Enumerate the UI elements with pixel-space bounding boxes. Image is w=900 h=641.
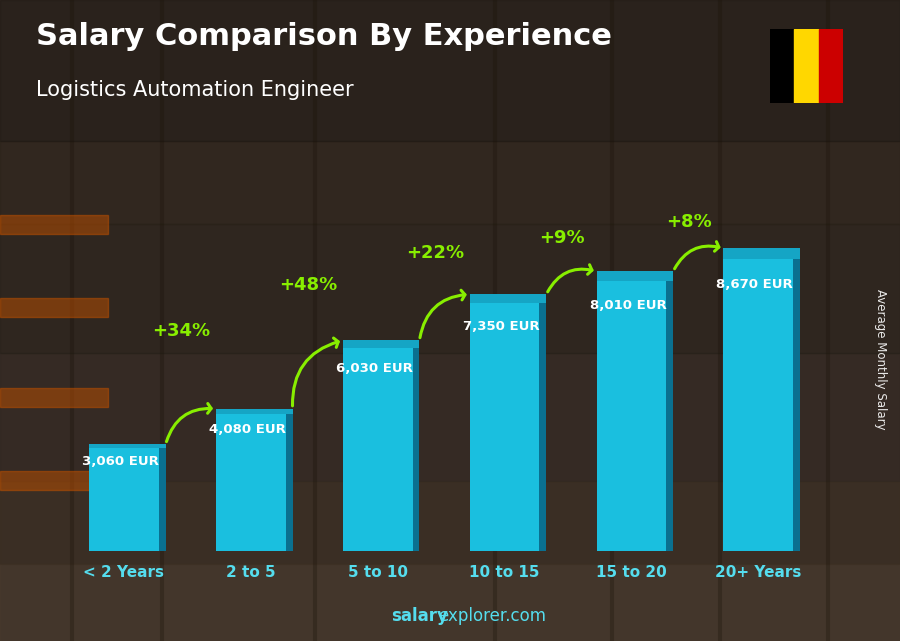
Bar bbox=[794, 29, 819, 103]
Bar bbox=[0, 353, 900, 481]
Text: 8,010 EUR: 8,010 EUR bbox=[590, 299, 666, 312]
Text: +22%: +22% bbox=[406, 244, 464, 262]
Text: 4,080 EUR: 4,080 EUR bbox=[209, 423, 285, 436]
Bar bbox=[539, 301, 546, 551]
Text: +34%: +34% bbox=[152, 322, 210, 340]
Text: +8%: +8% bbox=[666, 213, 711, 231]
Bar bbox=[597, 271, 673, 281]
Text: Average Monthly Salary: Average Monthly Salary bbox=[874, 288, 886, 429]
Bar bbox=[470, 294, 539, 551]
Bar bbox=[0, 388, 108, 407]
Bar bbox=[724, 248, 793, 551]
Bar bbox=[0, 215, 108, 234]
Text: +9%: +9% bbox=[539, 229, 584, 247]
Bar bbox=[89, 444, 166, 448]
Text: 3,060 EUR: 3,060 EUR bbox=[82, 455, 158, 468]
Bar bbox=[343, 340, 412, 551]
Bar bbox=[0, 471, 108, 490]
Text: +48%: +48% bbox=[279, 276, 337, 294]
Text: 6,030 EUR: 6,030 EUR bbox=[336, 362, 412, 374]
Bar bbox=[0, 141, 900, 224]
Text: 7,350 EUR: 7,350 EUR bbox=[463, 320, 539, 333]
Bar bbox=[666, 278, 673, 551]
Text: salary: salary bbox=[392, 607, 448, 625]
Bar bbox=[770, 29, 794, 103]
Text: 8,670 EUR: 8,670 EUR bbox=[716, 278, 793, 292]
Text: Salary Comparison By Experience: Salary Comparison By Experience bbox=[36, 22, 612, 51]
Bar bbox=[793, 256, 800, 551]
Bar bbox=[216, 408, 285, 551]
Bar bbox=[0, 224, 900, 353]
Bar bbox=[216, 408, 292, 413]
Bar bbox=[343, 340, 419, 348]
Bar bbox=[597, 271, 666, 551]
Bar bbox=[158, 447, 166, 551]
Text: explorer.com: explorer.com bbox=[438, 607, 546, 625]
Bar bbox=[89, 444, 158, 551]
Bar bbox=[470, 294, 546, 303]
Bar bbox=[0, 0, 900, 141]
Bar bbox=[819, 29, 843, 103]
Bar bbox=[724, 248, 800, 259]
Bar bbox=[412, 345, 419, 551]
Bar bbox=[285, 412, 292, 551]
Bar bbox=[0, 564, 900, 641]
Bar bbox=[0, 481, 900, 564]
Bar bbox=[0, 298, 108, 317]
Text: Logistics Automation Engineer: Logistics Automation Engineer bbox=[36, 80, 354, 100]
